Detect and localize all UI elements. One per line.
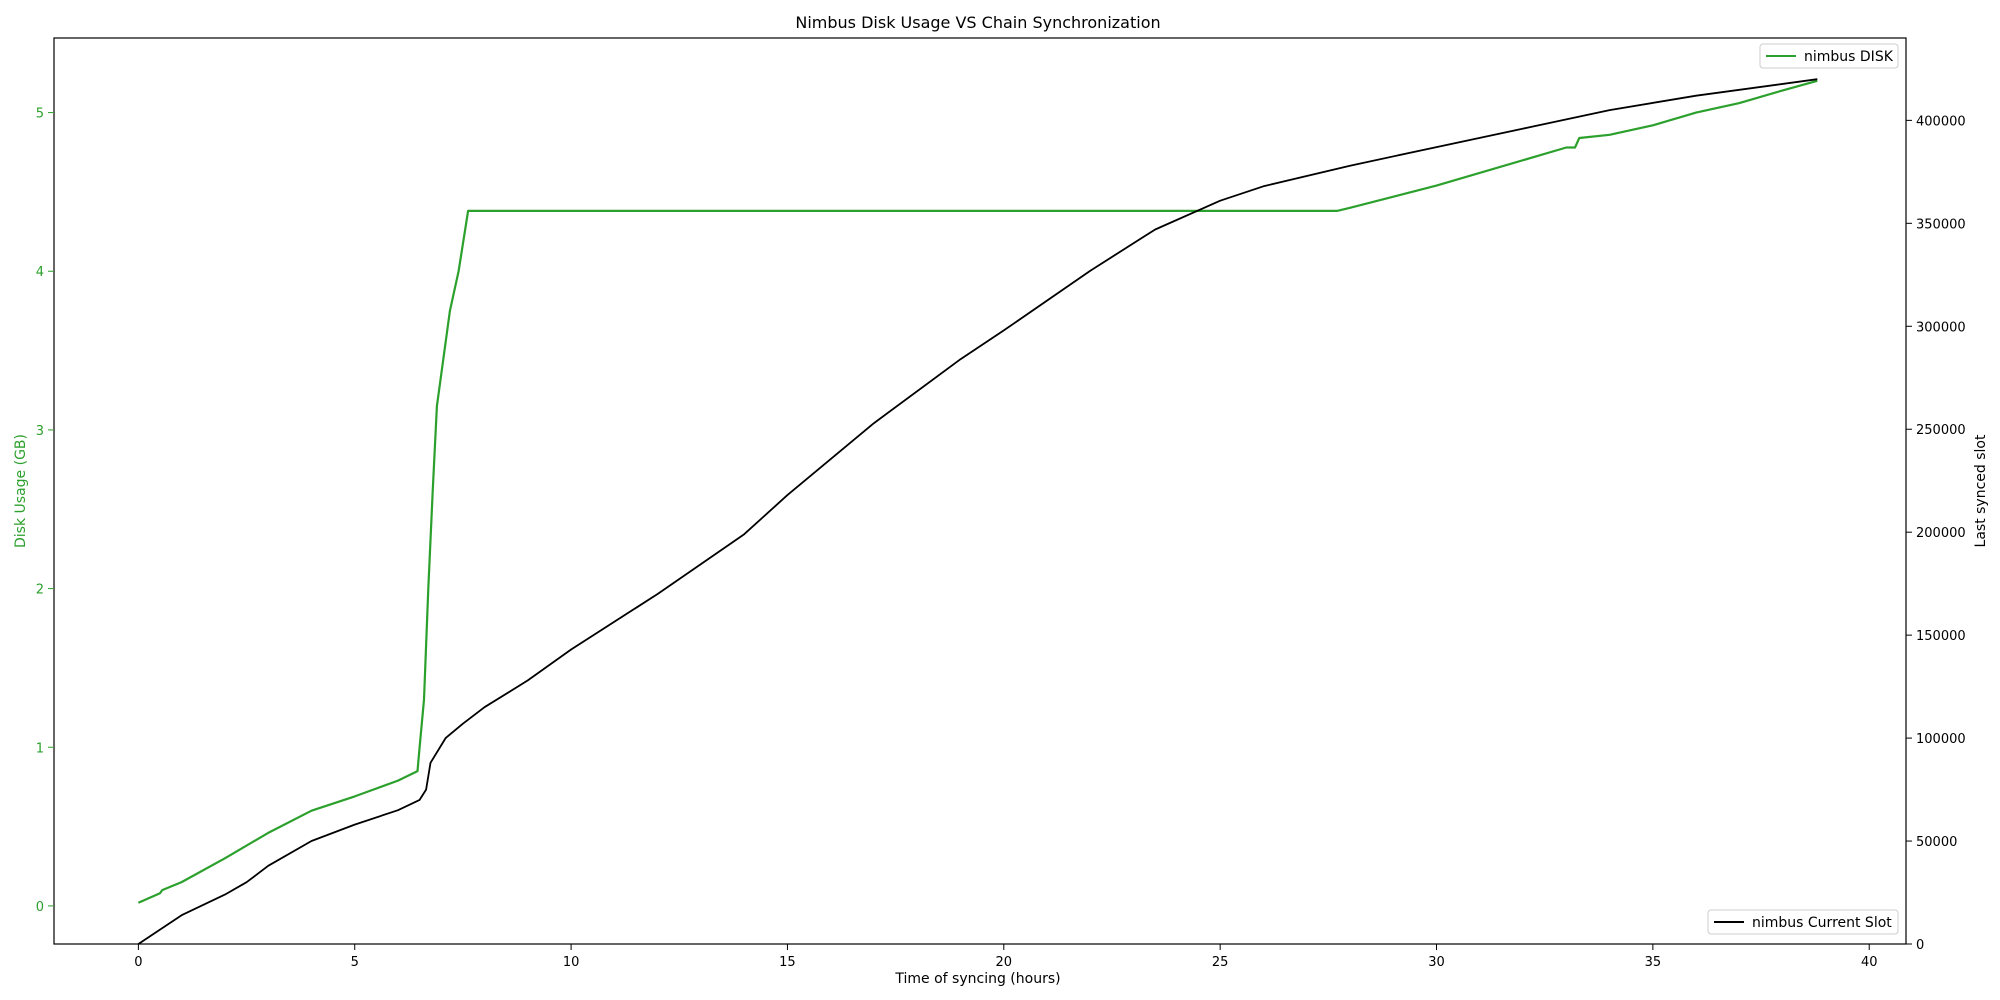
x-tick-label: 40 [1861, 955, 1878, 970]
y-left-tick-label: 1 [36, 741, 44, 756]
x-tick-label: 10 [563, 955, 580, 970]
x-tick-label: 20 [996, 955, 1013, 970]
chart-title: Nimbus Disk Usage VS Chain Synchronizati… [795, 13, 1160, 32]
legend-disk-label: nimbus DISK [1804, 49, 1894, 65]
x-tick-label: 0 [134, 955, 142, 970]
x-axis-label: Time of syncing (hours) [894, 971, 1060, 987]
x-tick-label: 15 [779, 955, 796, 970]
legend-disk: nimbus DISK [1759, 43, 1899, 69]
y-right-tick-label: 300000 [1916, 320, 1966, 335]
plot-frame [53, 37, 1907, 945]
y-axis-left: 0 1 2 3 4 5 [36, 107, 54, 915]
y-right-tick-label: 50000 [1916, 835, 1957, 850]
y-left-tick-label: 3 [36, 424, 44, 439]
y-axis-right-label: Last synced slot [1973, 434, 1989, 547]
y-right-tick-label: 400000 [1916, 114, 1966, 129]
y-axis-right: 0 50000 100000 150000 200000 250000 300000 3500… [1906, 114, 1966, 953]
series-line-slot [137, 78, 1818, 945]
y-left-tick-label: 2 [36, 583, 44, 598]
y-axis-left-label: Disk Usage (GB) [13, 434, 29, 548]
legend-slot: nimbus Current Slot [1707, 909, 1899, 935]
x-tick-label: 30 [1428, 955, 1445, 970]
x-tick-label: 25 [1212, 955, 1229, 970]
x-tick-label: 35 [1645, 955, 1662, 970]
y-right-tick-label: 200000 [1916, 526, 1966, 541]
y-left-tick-label: 0 [36, 900, 44, 915]
y-left-tick-label: 5 [36, 107, 44, 122]
series-line-disk [137, 79, 1818, 904]
y-right-tick-label: 250000 [1916, 423, 1966, 438]
plot-area [137, 78, 1818, 945]
y-right-tick-label: 150000 [1916, 629, 1966, 644]
y-right-tick-label: 350000 [1916, 217, 1966, 232]
legend-slot-label: nimbus Current Slot [1752, 915, 1892, 931]
y-left-tick-label: 4 [36, 265, 44, 280]
y-right-tick-label: 100000 [1916, 732, 1966, 747]
x-axis: 0 5 10 15 20 25 30 35 40 [134, 944, 1877, 970]
y-right-tick-label: 0 [1916, 938, 1924, 953]
x-tick-label: 5 [351, 955, 359, 970]
